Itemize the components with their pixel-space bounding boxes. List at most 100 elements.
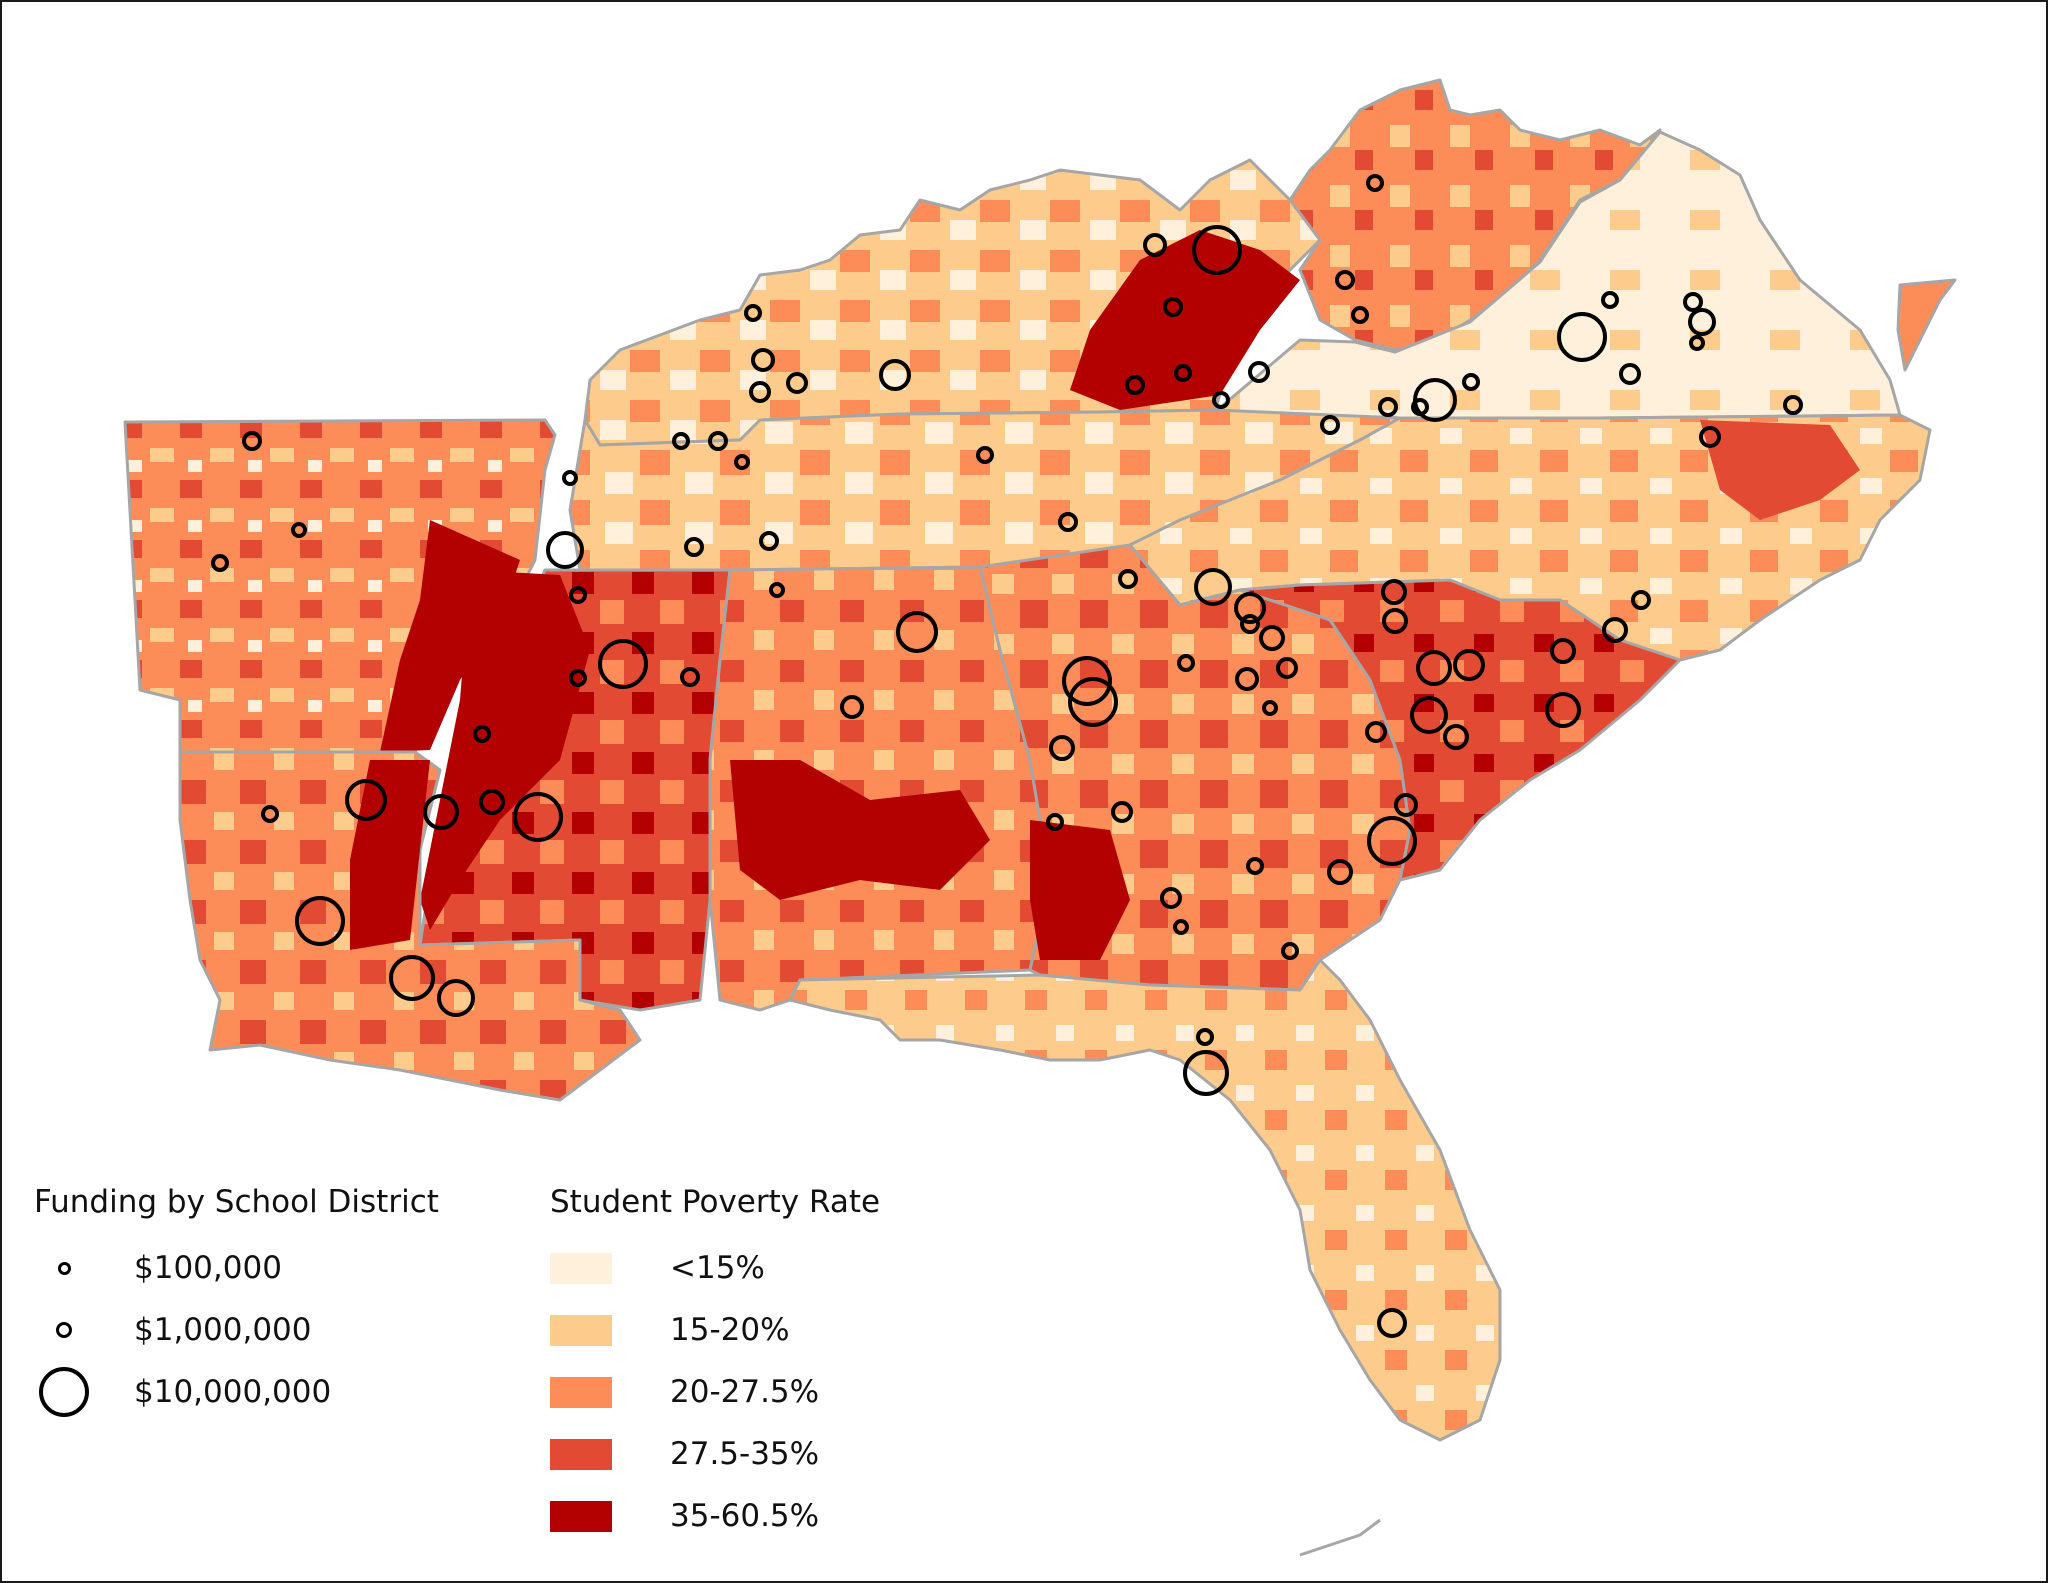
funding-circle	[1163, 297, 1183, 317]
funding-circle	[1160, 887, 1182, 909]
funding-circle	[1068, 677, 1118, 727]
funding-circle	[242, 431, 262, 451]
funding-circle	[1046, 813, 1064, 831]
funding-circle	[1183, 1050, 1229, 1096]
funding-circle	[1049, 735, 1075, 761]
poverty-swatch	[550, 1314, 612, 1346]
funding-circle	[734, 454, 750, 470]
funding-circle	[389, 955, 435, 1001]
poverty-swatch	[550, 1438, 612, 1470]
circle-small-icon	[34, 1261, 94, 1275]
funding-circle	[1699, 426, 1721, 448]
funding-circle	[751, 348, 775, 372]
funding-circle	[479, 789, 505, 815]
funding-circle	[1601, 291, 1619, 309]
funding-circle	[1366, 174, 1384, 192]
funding-circle	[598, 639, 648, 689]
circle-large-icon	[34, 1367, 94, 1417]
poverty-legend-item: 35-60.5%	[550, 1498, 819, 1534]
funding-circle	[769, 582, 785, 598]
poverty-legend-item: 20-27.5%	[550, 1374, 819, 1410]
funding-circle	[569, 669, 587, 687]
funding-circle	[879, 359, 911, 391]
funding-circle	[684, 537, 704, 557]
funding-circle	[1111, 801, 1133, 823]
funding-circle	[345, 779, 387, 821]
funding-circle	[1453, 649, 1485, 681]
state-florida	[788, 958, 1502, 1442]
funding-circle	[546, 531, 584, 569]
funding-circle	[1143, 233, 1167, 257]
region-east-kentucky	[1070, 230, 1300, 410]
funding-circle	[1443, 724, 1469, 750]
funding-circle	[1602, 617, 1628, 643]
funding-circle	[291, 522, 307, 538]
funding-circle	[1351, 306, 1369, 324]
funding-legend-item: $100,000	[34, 1250, 282, 1286]
funding-circle	[513, 792, 563, 842]
region-ne-louisiana	[350, 760, 430, 950]
funding-circle	[1173, 919, 1189, 935]
funding-circle	[1062, 656, 1112, 706]
funding-circle	[744, 304, 762, 322]
funding-legend-title: Funding by School District	[34, 1184, 439, 1220]
funding-circle	[261, 805, 279, 823]
funding-circle	[1689, 335, 1705, 351]
funding-circle	[1377, 1308, 1407, 1338]
state-polygons	[123, 78, 1957, 1557]
funding-circles	[211, 174, 1803, 1338]
funding-circle	[1382, 608, 1408, 634]
poverty-swatch	[550, 1376, 612, 1408]
funding-circle	[672, 432, 690, 450]
funding-legend-item: $1,000,000	[34, 1312, 312, 1348]
funding-circle	[1378, 397, 1398, 417]
funding-circle	[562, 470, 578, 486]
funding-circle	[1619, 363, 1641, 385]
funding-circle	[708, 431, 728, 451]
funding-circle	[1381, 579, 1407, 605]
funding-circle	[1413, 378, 1457, 422]
funding-circle	[1235, 667, 1259, 691]
region-sw-georgia	[1030, 820, 1130, 960]
funding-circle	[786, 372, 808, 394]
funding-circle	[976, 446, 994, 464]
funding-circle	[1125, 375, 1145, 395]
funding-circle	[1118, 569, 1138, 589]
funding-circle	[1194, 568, 1232, 606]
funding-circle	[1058, 512, 1078, 532]
poverty-swatch	[550, 1500, 612, 1532]
funding-circle	[423, 794, 459, 830]
funding-circle	[295, 896, 345, 946]
funding-circle	[473, 725, 491, 743]
poverty-legend-item: 15-20%	[550, 1312, 790, 1348]
circle-medium-icon	[34, 1322, 94, 1338]
funding-circle	[1177, 654, 1195, 672]
funding-circle	[1262, 700, 1278, 716]
poverty-legend-title: Student Poverty Rate	[550, 1184, 881, 1220]
funding-circle	[1234, 592, 1266, 624]
funding-circle	[1462, 373, 1480, 391]
funding-circle	[896, 611, 938, 653]
funding-circle	[1394, 793, 1418, 817]
funding-circle	[759, 531, 779, 551]
funding-circle	[680, 667, 700, 687]
funding-circle	[1281, 942, 1299, 960]
funding-circle	[1783, 395, 1803, 415]
funding-circle	[1240, 614, 1260, 634]
funding-legend-item: $10,000,000	[34, 1367, 331, 1417]
funding-circle	[437, 979, 475, 1017]
region-ne-carolina	[1700, 420, 1860, 520]
funding-circle	[1688, 308, 1716, 336]
state-virginia	[1213, 130, 1902, 420]
funding-circle	[1174, 364, 1192, 382]
state-south-carolina	[1238, 578, 1682, 882]
region-florida-keys	[1299, 1518, 1381, 1557]
poverty-swatch	[550, 1252, 612, 1284]
funding-circle	[211, 554, 229, 572]
funding-circle	[1259, 625, 1285, 651]
funding-circle	[1192, 225, 1242, 275]
funding-circle	[840, 695, 864, 719]
funding-circle	[569, 586, 587, 604]
funding-circle	[1248, 361, 1270, 383]
